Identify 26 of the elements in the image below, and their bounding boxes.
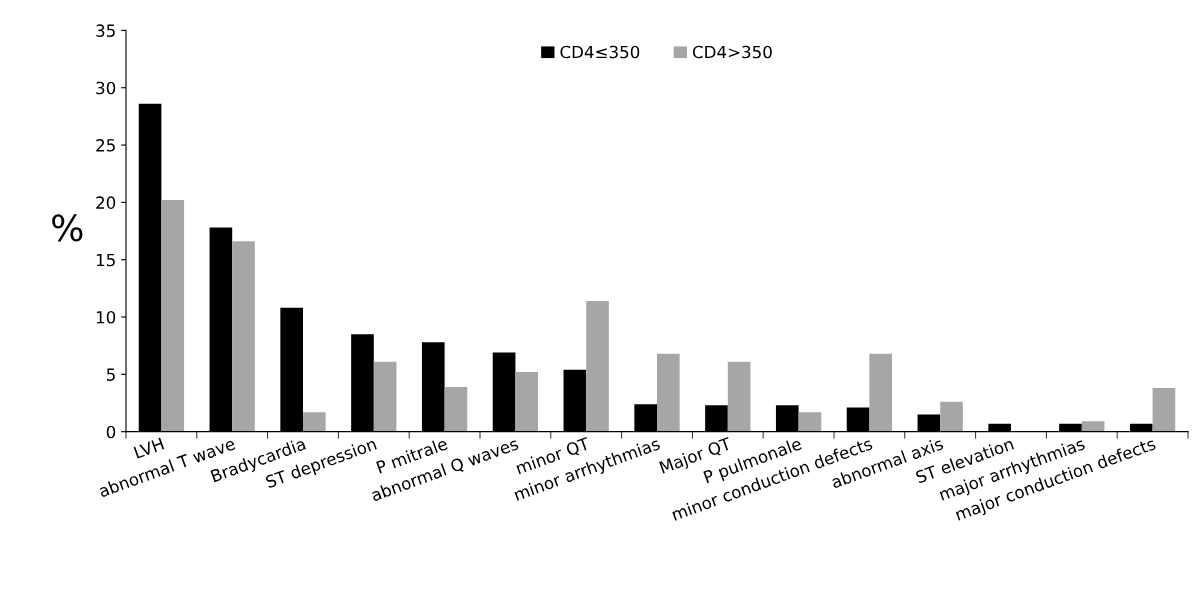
bar bbox=[444, 386, 468, 432]
bar bbox=[869, 353, 893, 432]
bar bbox=[161, 200, 185, 432]
y-tick-label: 5 bbox=[106, 368, 115, 381]
y-tick-label: 15 bbox=[96, 253, 115, 267]
y-tick-label: 10 bbox=[96, 310, 116, 324]
bar bbox=[1081, 421, 1105, 432]
bar bbox=[657, 353, 680, 432]
bar bbox=[232, 241, 255, 432]
bar bbox=[727, 361, 751, 432]
y-tick-label: 35 bbox=[96, 24, 115, 37]
bar bbox=[940, 401, 963, 432]
y-tick-label: 25 bbox=[96, 139, 115, 152]
bar bbox=[515, 372, 539, 432]
bar bbox=[373, 361, 397, 432]
bar bbox=[303, 412, 326, 432]
bar bbox=[586, 300, 609, 432]
y-tick-label: 0 bbox=[106, 425, 116, 439]
bar bbox=[798, 412, 822, 432]
y-tick-label: 20 bbox=[96, 196, 116, 209]
bar bbox=[1152, 388, 1176, 432]
legend-label: CD4>350 bbox=[692, 45, 772, 59]
legend-label: CD4≤350 bbox=[560, 45, 640, 59]
x-tick-label: LVH bbox=[133, 437, 165, 459]
y-axis-title: % bbox=[52, 214, 83, 242]
y-tick-label: 30 bbox=[96, 81, 116, 95]
